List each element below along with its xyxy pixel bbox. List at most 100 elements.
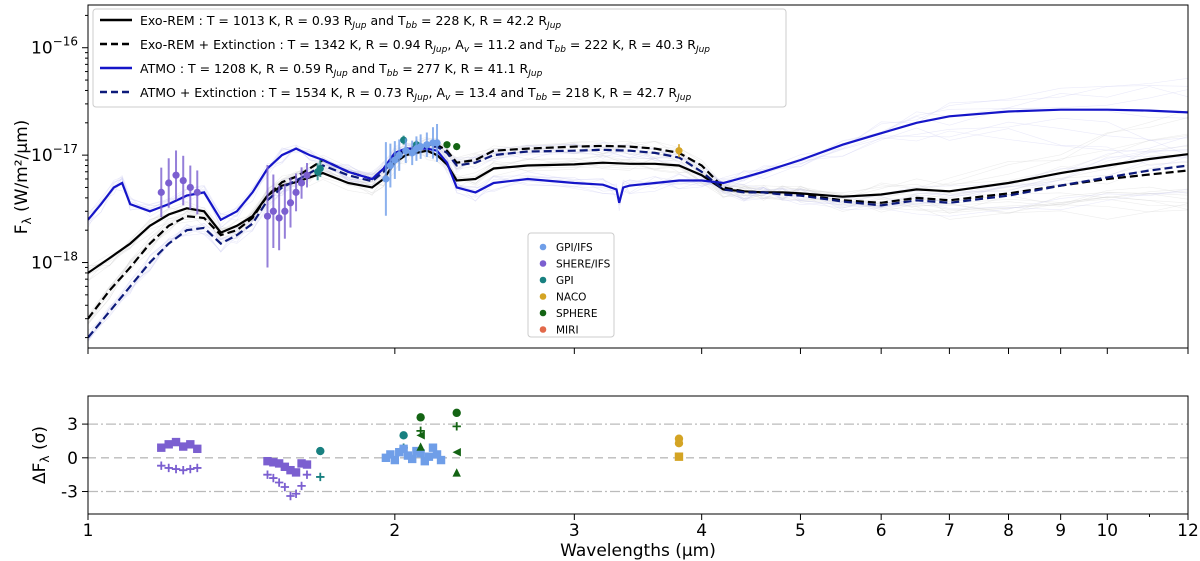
residual-y-tick-label: 0 <box>67 449 78 469</box>
residual-point-plus <box>157 461 166 470</box>
y-tick-label: 10−18 <box>31 250 78 274</box>
background-model-curve <box>88 140 1188 317</box>
residual-point-circle <box>452 408 461 418</box>
background-model-curve <box>88 142 1188 343</box>
observation-point <box>172 171 180 179</box>
observation-point <box>281 207 289 215</box>
residual-point-square <box>291 468 301 477</box>
legend-label-1: Exo-REM : T = 1013 K, R = 0.93 RJup and … <box>140 13 561 31</box>
instrument-legend-marker <box>539 309 547 317</box>
x-tick-label: 1 <box>83 521 94 541</box>
observation-point <box>433 139 441 147</box>
spectrum-axis-ticks: 10−18 10−17 10−16 <box>31 14 1189 354</box>
residual-y-tick-label: 3 <box>67 415 78 435</box>
residual-point-square <box>274 459 284 468</box>
background-model-curve <box>88 142 1188 331</box>
observation-point <box>423 141 431 149</box>
instrument-legend-label: GPI/IFS <box>556 242 593 254</box>
residual-frame <box>87 395 1189 515</box>
observation-point <box>186 183 194 192</box>
background-model-curve <box>88 140 1188 341</box>
residual-point-plus <box>186 464 195 474</box>
observation-group-4 <box>382 123 441 216</box>
model-series-line-2 <box>88 143 1188 320</box>
residual-point-triangle-up <box>416 442 425 451</box>
residual-series-5 <box>316 431 408 456</box>
background-model-curve <box>88 110 1188 267</box>
residual-point-square <box>280 462 290 471</box>
residual-point-square <box>674 452 684 461</box>
observation-group-2 <box>263 162 311 268</box>
residual-point-square <box>428 443 438 452</box>
observation-point <box>395 151 403 159</box>
residual-point-plus <box>297 481 306 491</box>
observation-point <box>382 175 390 183</box>
legend-label-3: ATMO : T = 1208 K, R = 0.59 RJup and Tbb… <box>140 61 543 79</box>
residual-y-tick-label: -3 <box>61 483 78 503</box>
residual-point-plus <box>280 482 290 492</box>
residual-y-axis-label: ΔFλ (σ) <box>30 426 52 484</box>
residual-point-square <box>263 456 272 466</box>
observation-point <box>297 179 306 187</box>
residual-point-square <box>407 454 417 464</box>
model-series-line-4 <box>88 145 1188 339</box>
background-model-curve <box>88 137 1188 317</box>
legend-label-2: Exo-REM + Extinction : T = 1342 K, R = 0… <box>140 37 710 55</box>
residual-point-plus <box>171 464 181 474</box>
observation-point <box>443 141 451 149</box>
residual-point-circle <box>399 431 408 440</box>
residual-point-square <box>390 455 400 465</box>
instrument-legend-marker <box>539 293 547 300</box>
residual-point-plus <box>274 478 284 487</box>
observation-group-5 <box>443 141 461 151</box>
x-tick-label: 5 <box>795 521 806 541</box>
y-tick-label: 10−16 <box>31 35 78 59</box>
x-tick-label: 8 <box>1003 521 1014 541</box>
x-tick-label: 12 <box>1177 521 1199 541</box>
residual-point-square <box>395 447 404 457</box>
instrument-legend-marker <box>539 326 547 333</box>
observation-point <box>193 188 201 196</box>
residual-point-square <box>179 442 188 451</box>
residual-point-square <box>399 444 408 454</box>
residual-point-plus <box>316 472 325 482</box>
background-model-curve <box>88 138 1188 315</box>
observation-group-1 <box>157 150 201 218</box>
instrument-legend-marker <box>539 243 547 251</box>
residual-series-1 <box>157 437 202 454</box>
residual-plot-area <box>88 408 1188 501</box>
background-model-curve <box>88 142 1188 339</box>
background-model-curve <box>88 138 1188 318</box>
instrument-legend-marker <box>539 260 547 267</box>
observation-point <box>402 147 410 155</box>
observation-point <box>316 164 324 173</box>
residual-y-label-text: ΔFλ (σ) <box>30 426 52 484</box>
residual-point-square <box>432 450 442 459</box>
residual-point-square <box>424 452 434 461</box>
residual-point-triangle-left <box>452 447 461 457</box>
background-model-curve <box>88 127 1188 229</box>
residual-point-square <box>403 451 413 460</box>
residual-series-8 <box>416 408 461 422</box>
instrument-legend-label: MIRI <box>556 325 579 337</box>
residual-point-square <box>164 440 173 449</box>
background-model-curve <box>88 138 1188 336</box>
residual-point-square <box>297 459 306 468</box>
residual-point-triangle-up <box>452 468 461 477</box>
spectrum-plot-area <box>88 78 1188 343</box>
y-tick-label: 10−17 <box>31 142 78 166</box>
instrument-legend-marker <box>539 276 547 284</box>
observation-group-6 <box>675 144 683 158</box>
residual-point-square <box>381 453 391 463</box>
residual-point-square <box>420 456 429 466</box>
spectrum-y-label-text: Fλ (W/m²/μm) <box>12 120 34 235</box>
residual-point-plus <box>286 491 295 501</box>
x-tick-label: 6 <box>876 521 887 541</box>
residual-point-square <box>186 440 195 449</box>
instrument-legend-label: SHERE/IFS <box>556 259 611 271</box>
observation-point <box>303 171 311 179</box>
residual-series-12 <box>674 434 684 448</box>
model-legend-box <box>92 8 787 108</box>
